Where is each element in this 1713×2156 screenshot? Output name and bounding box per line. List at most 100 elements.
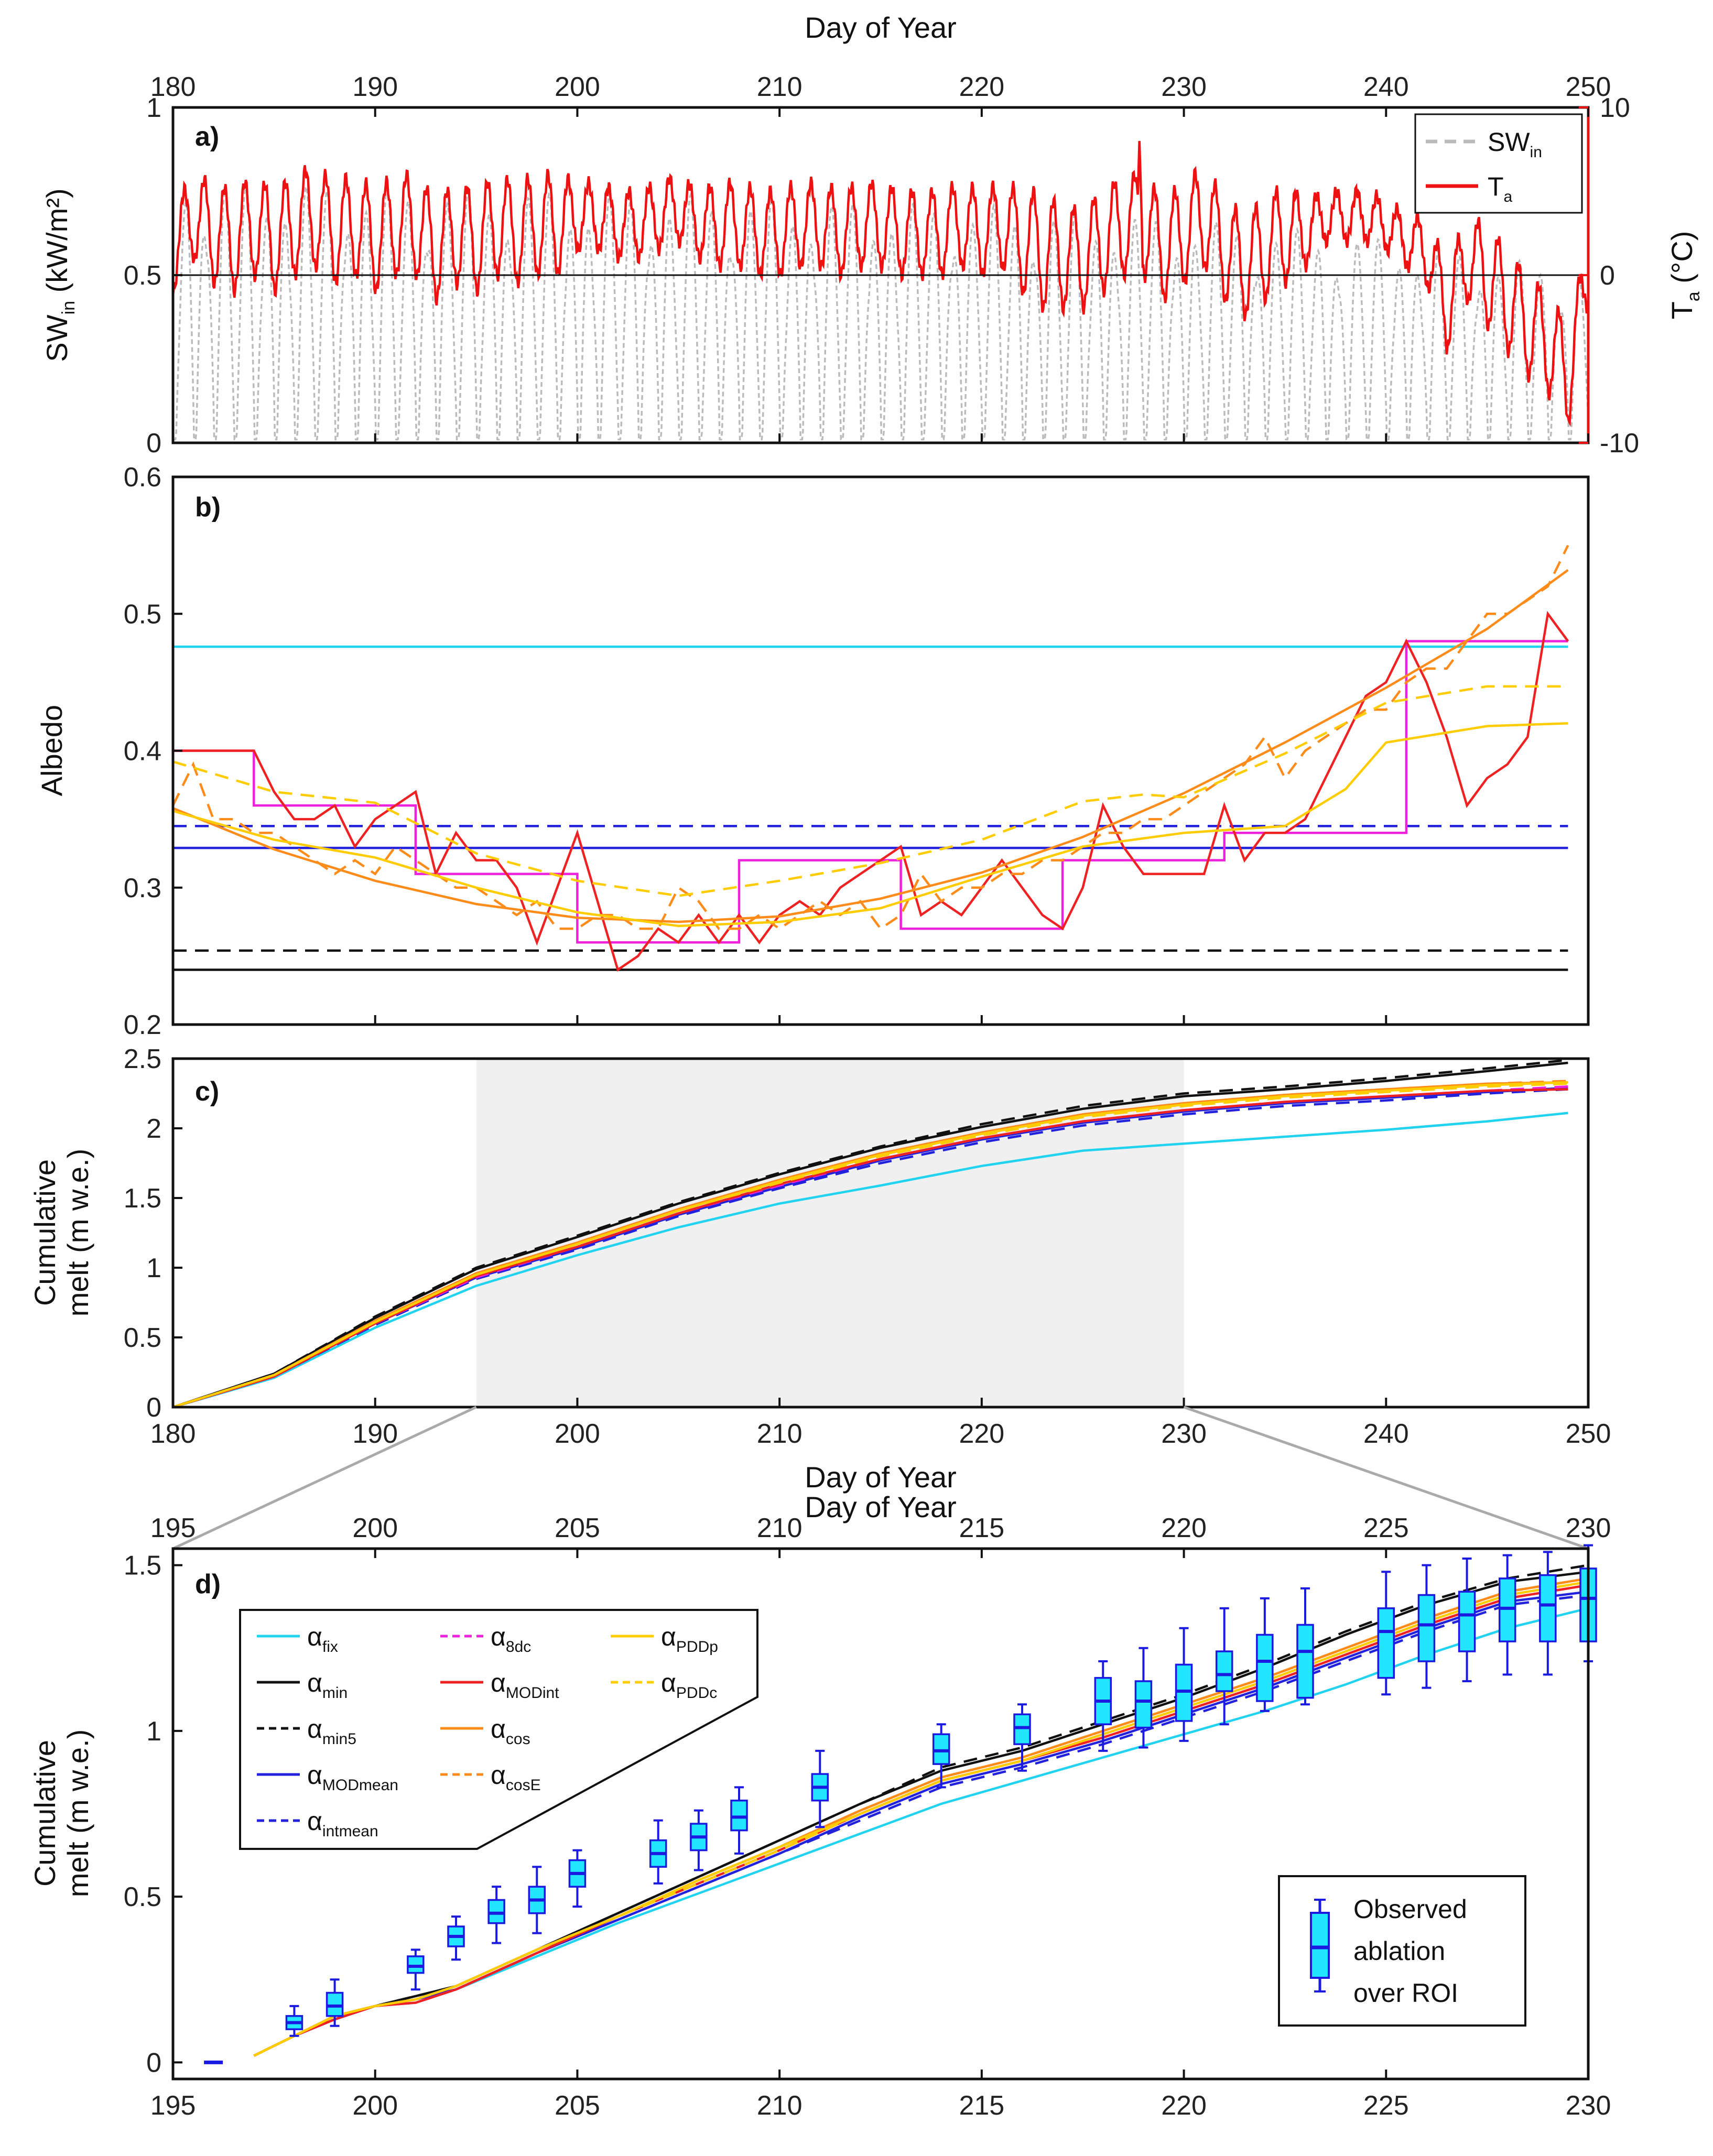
a-rtick-label-2: 10 [1600, 93, 1630, 123]
d-box-body-220 [1175, 1663, 1193, 1722]
d-box-body-226 [1417, 1594, 1436, 1662]
box-legend-line-1: Observed [1353, 1894, 1467, 1924]
d-xtick-top-label-210: 210 [757, 1513, 803, 1543]
d-boxplot-216 [1013, 1703, 1031, 1772]
a-rtick-label-0: -10 [1600, 428, 1639, 459]
d-xtick-label-220: 220 [1161, 2090, 1207, 2121]
legend-intmean-label: αintmean [307, 1806, 378, 1840]
c-ytick-label-2: 1 [146, 1253, 161, 1283]
panel-c-ylabel-2: melt (m w.e.) [61, 1149, 94, 1316]
d-boxplot-221 [1215, 1607, 1233, 1726]
ta-line [171, 140, 1590, 427]
box-legend-box [1310, 1912, 1330, 1979]
a-xtick-label-210: 210 [757, 72, 803, 102]
d-xtick-top-label-195: 195 [150, 1513, 196, 1543]
d-box-body-228 [1498, 1577, 1516, 1642]
legend-fix-label: αfix [307, 1622, 338, 1656]
d-pddc-line [253, 1581, 1589, 2057]
panel-a-label: a) [195, 122, 219, 152]
panel-c-series [172, 1059, 1568, 1409]
d-xtick-label-205: 205 [555, 2090, 600, 2121]
d-boxplot-207 [649, 1819, 667, 1885]
panel-b-series [171, 545, 1569, 972]
d-xtick-label-210: 210 [757, 2090, 803, 2121]
zoom-line-left [172, 1406, 477, 1550]
c-cose-line [172, 1080, 1568, 1409]
a-xtick-label-220: 220 [959, 72, 1004, 102]
d-ytick-label-0: 0 [146, 2048, 161, 2078]
a-ytick-label-1: 0.5 [124, 260, 161, 291]
panel-a-legend: SWin Ta [1414, 113, 1583, 214]
d-boxplot-220 [1175, 1627, 1193, 1742]
panel-a-right-ticks: -10 0 10 [1579, 93, 1639, 459]
b-ytick-label-0: 0.2 [124, 1010, 161, 1040]
c-min-line [172, 1061, 1568, 1409]
box-legend-line-3: over ROI [1353, 1978, 1458, 2008]
panel-d-legend-entries: αfix αmin αmin5 αMODmean αintmean α8dc αMODint… [257, 1622, 718, 1840]
d-top-xlabel: Day of Year [805, 1490, 957, 1523]
b-ytick-label-3: 0.5 [124, 599, 161, 629]
d-boxplot-198 [285, 2005, 303, 2037]
panel-c-label: c) [195, 1076, 219, 1107]
d-box-body-222 [1256, 1634, 1274, 1702]
d-box-body-229 [1539, 1574, 1557, 1642]
panel-d-series [253, 1564, 1589, 2057]
d-xtick-top-label-225: 225 [1363, 1513, 1409, 1543]
legend-8dc-label: α8dc [491, 1622, 531, 1656]
b-pddc-line [172, 685, 1568, 897]
d-boxplot-204 [528, 1866, 546, 1934]
panel-d-x-ticks: 195 195 200 200 205 205 210 210 215 215 220 220 225 2… [150, 1490, 1611, 2121]
panel-a-swin-series [173, 180, 1589, 441]
d-xtick-label-215: 215 [959, 2090, 1004, 2121]
c-xtick-label-190: 190 [352, 1419, 398, 1449]
d-boxplot-199 [326, 1978, 344, 2027]
a-xtick-label-230: 230 [1161, 72, 1207, 102]
a-xtick-label-180: 180 [150, 72, 196, 102]
c-pddc-line [172, 1082, 1568, 1409]
c-fix-line [172, 1112, 1568, 1409]
d-xtick-top-label-220: 220 [1161, 1513, 1207, 1543]
c-ytick-label-5: 2.5 [124, 1044, 161, 1074]
d-boxplot-202 [447, 1915, 465, 1961]
a-rtick-label-1: 0 [1600, 260, 1615, 291]
d-xtick-label-225: 225 [1363, 2090, 1409, 2121]
d-box-body-225 [1377, 1607, 1395, 1679]
panel-a-ylabel-left: SWin (kW/m²) [40, 188, 79, 362]
d-box-body-203 [487, 1899, 505, 1924]
d-box-body-216 [1013, 1713, 1031, 1745]
a-xtick-label-200: 200 [555, 72, 600, 102]
d-boxplot-218 [1094, 1660, 1112, 1752]
d-xtick-top-label-230: 230 [1566, 1513, 1611, 1543]
panel-a-y-ticks: 00.51 [124, 93, 182, 459]
legend-modint-label: αMODint [491, 1668, 559, 1702]
b-cos-line [172, 569, 1569, 923]
panel-b-ylabel: Albedo [35, 705, 68, 796]
d-box-body-214 [932, 1733, 950, 1765]
panel-a-xlabel: Day of Year [805, 11, 957, 44]
legend-cos-label: αcos [491, 1714, 530, 1748]
a-xtick-label-240: 240 [1363, 72, 1409, 102]
d-boxplot-211 [811, 1749, 829, 1828]
b-cose-line [171, 545, 1569, 931]
c-xtick-label-180: 180 [150, 1419, 196, 1449]
d-boxplot-229 [1539, 1551, 1557, 1676]
panel-a-x-ticks: 180 190 200 210 220 230 240 250 [150, 72, 1611, 443]
d-xtick-label-230: 230 [1566, 2090, 1611, 2121]
panel-d-box-legend: Observed ablation over ROI [1278, 1875, 1526, 2027]
d-xtick-top-label-215: 215 [959, 1513, 1004, 1543]
panel-b: 0.2 0.3 0.4 0.5 0.6 b) Albedo [35, 462, 1590, 1040]
legend-ta-label: Ta [1488, 172, 1513, 205]
d-box-body-209 [730, 1799, 748, 1832]
b-8dc-line [173, 640, 1568, 944]
panel-b-y-ticks: 0.2 0.3 0.4 0.5 0.6 [124, 462, 1589, 1040]
d-xtick-top-label-200: 200 [352, 1513, 398, 1543]
legend-swin-label: SWin [1488, 127, 1542, 161]
d-ytick-label-2: 1 [146, 1716, 161, 1747]
c-ytick-label-3: 1.5 [124, 1183, 161, 1214]
b-ytick-label-1: 0.3 [124, 873, 161, 903]
panel-c-xlabel: Day of Year [805, 1461, 957, 1494]
c-min5-line [172, 1059, 1568, 1409]
legend-min5-label: αmin5 [307, 1714, 356, 1748]
a-ytick-label-2: 1 [146, 93, 161, 123]
